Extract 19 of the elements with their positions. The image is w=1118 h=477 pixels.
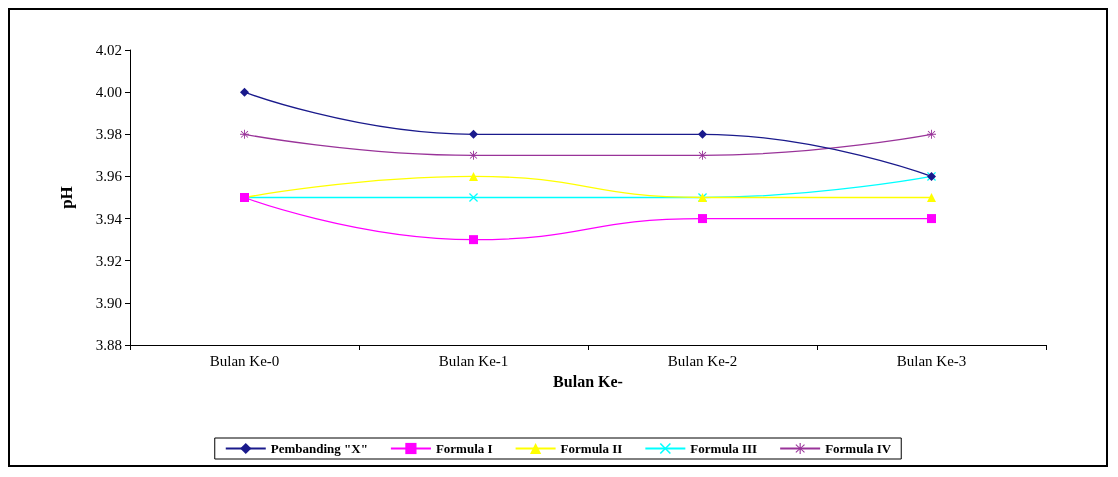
y-tick-label: 3.88 <box>95 337 122 353</box>
y-tick-label: 4.02 <box>95 42 122 58</box>
x-tick-label: Bulan Ke-2 <box>667 352 738 369</box>
legend-label: Formula III <box>690 441 758 456</box>
legend-label: Pembanding "X" <box>270 441 368 456</box>
y-tick-label: 4.00 <box>95 84 122 101</box>
y-tick-label: 3.92 <box>95 252 122 269</box>
y-tick-label: 3.98 <box>95 126 122 143</box>
x-tick-label: Bulan Ke-0 <box>209 352 280 369</box>
x-axis-title: Bulan Ke- <box>553 372 623 390</box>
y-tick-label: 3.94 <box>95 210 123 227</box>
x-tick-label: Bulan Ke-1 <box>438 352 509 369</box>
legend-label: Formula II <box>560 441 623 456</box>
legend-label: Formula IV <box>825 441 892 456</box>
legend-label: Formula I <box>435 441 493 456</box>
y-axis-title: pH <box>57 186 76 209</box>
x-tick-label: Bulan Ke-3 <box>896 352 967 369</box>
y-tick-label: 3.90 <box>95 294 122 311</box>
y-tick-label: 3.96 <box>95 168 123 185</box>
